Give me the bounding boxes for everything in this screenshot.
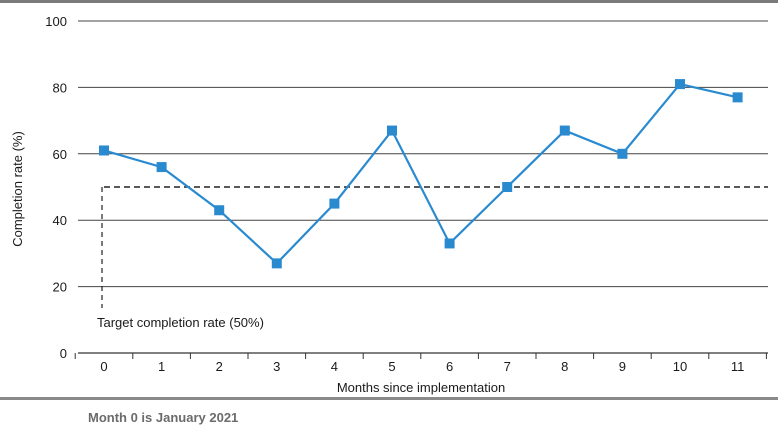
x-tick-label: 1: [158, 359, 165, 374]
x-tick-label: 10: [673, 359, 687, 374]
x-tick-label: 5: [388, 359, 395, 374]
footer-strip: [0, 400, 778, 429]
data-point: [329, 198, 340, 209]
target-line: [101, 186, 768, 308]
data-point: [271, 258, 282, 269]
x-tick-label: 7: [504, 359, 511, 374]
data-point: [214, 205, 225, 216]
x-tick-label: 8: [561, 359, 568, 374]
y-axis-ticks: 0 20 40 60 80 100: [45, 14, 67, 361]
y-tick-label: 0: [60, 346, 67, 361]
x-tick-label: 9: [619, 359, 626, 374]
x-axis: 0 1 2 3 4 5 6 7 8 9 10 11: [74, 352, 768, 374]
x-tick-label: 2: [216, 359, 223, 374]
data-point: [99, 145, 109, 156]
data-point: [675, 79, 685, 90]
series-line-path: [103, 82, 738, 265]
x-tick-label: 4: [331, 359, 338, 374]
y-tick-label: 100: [45, 14, 67, 29]
data-point: [156, 162, 167, 173]
y-tick-label: 80: [53, 80, 67, 95]
target-label: Target completion rate (50%): [97, 315, 264, 330]
data-point: [387, 125, 397, 136]
y-tick-label: 60: [53, 147, 67, 162]
line-chart: 0 20 40 60 80 100 0 1 2 3 4 5 6 7 8 9 10 11 Completion r…: [10, 14, 768, 395]
x-tick-label: 3: [273, 359, 280, 374]
y-tick-label: 20: [53, 280, 67, 295]
data-point: [502, 182, 513, 192]
data-point: [444, 238, 455, 249]
series-line: [99, 79, 743, 269]
data-point: [732, 92, 743, 103]
y-tick-label: 40: [53, 213, 67, 228]
chart-panel: 0 20 40 60 80 100 0 1 2 3 4 5 6 7 8 9 10 11 Completion r…: [0, 0, 778, 400]
y-axis-label: Completion rate (%): [10, 131, 25, 247]
data-point: [617, 148, 628, 159]
x-tick-label: 0: [100, 359, 107, 374]
grid-lines: [78, 20, 768, 288]
footnote: Month 0 is January 2021: [88, 410, 239, 425]
x-tick-label: 11: [731, 359, 745, 374]
data-point: [559, 125, 570, 136]
x-axis-label: Months since implementation: [337, 380, 505, 395]
x-tick-label: 6: [446, 359, 453, 374]
